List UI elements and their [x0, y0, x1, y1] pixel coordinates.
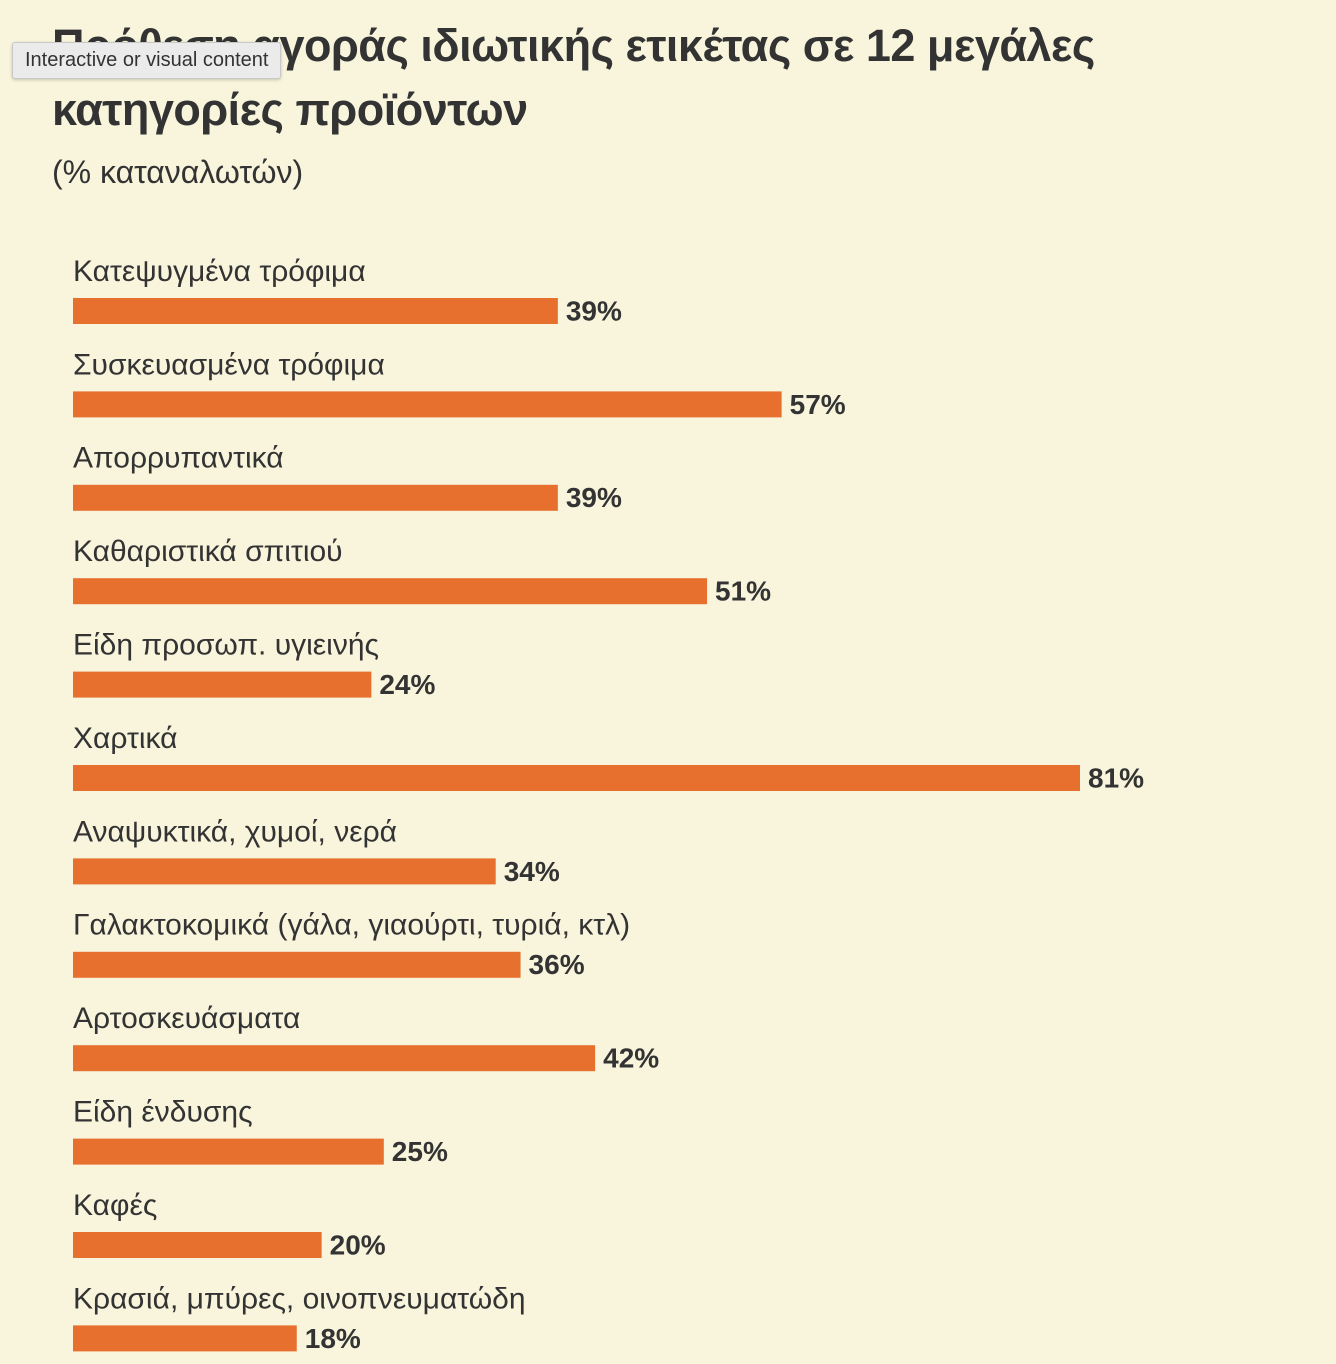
- category-label: Απορρυπαντικά: [73, 442, 284, 475]
- value-label: 36%: [529, 949, 585, 980]
- bar: [73, 484, 558, 511]
- tooltip: Interactive or visual content: [12, 42, 282, 79]
- value-label: 51%: [715, 576, 771, 607]
- category-label: Χαρτικά: [73, 722, 178, 755]
- bar: [73, 391, 782, 418]
- value-label: 39%: [566, 295, 622, 326]
- category-label: Γαλακτοκομικά (γάλα, γιαούρτι, τυριά, κτ…: [73, 909, 630, 942]
- bar: [73, 765, 1080, 791]
- category-label: Αναψυκτικά, χυμοί, νερά: [73, 815, 397, 848]
- category-label: Είδη ένδυσης: [73, 1096, 253, 1129]
- category-label: Είδη προσωπ. υγιεινής: [73, 629, 379, 662]
- bar: [73, 1232, 322, 1258]
- category-label: Κατεψυγμένα τρόφιμα: [73, 255, 366, 288]
- bar: [73, 578, 708, 605]
- bar: [73, 951, 521, 978]
- value-label: 81%: [1088, 762, 1144, 793]
- value-label: 18%: [305, 1323, 361, 1354]
- bar: [73, 1138, 384, 1165]
- value-label: 42%: [603, 1043, 659, 1074]
- value-label: 39%: [566, 482, 622, 513]
- bar: [73, 858, 496, 885]
- chart-subtitle: (% καταναλωτών): [52, 154, 304, 190]
- category-label: Καφές: [73, 1189, 157, 1222]
- value-label: 57%: [790, 389, 846, 420]
- bar: [73, 1045, 596, 1072]
- category-label: Αρτοσκευάσματα: [73, 1002, 300, 1035]
- category-label: Κρασιά, μπύρες, οινοπνευματώδη: [73, 1282, 526, 1315]
- value-label: 34%: [504, 856, 560, 887]
- category-label: Συσκευασμένα τρόφιμα: [73, 348, 385, 381]
- bar: [73, 298, 558, 324]
- value-label: 20%: [330, 1229, 386, 1260]
- value-label: 24%: [379, 669, 435, 700]
- bar: [73, 671, 372, 698]
- bar: [73, 1325, 297, 1352]
- category-label: Καθαριστικά σπιτιού: [73, 535, 343, 568]
- value-label: 25%: [392, 1136, 448, 1167]
